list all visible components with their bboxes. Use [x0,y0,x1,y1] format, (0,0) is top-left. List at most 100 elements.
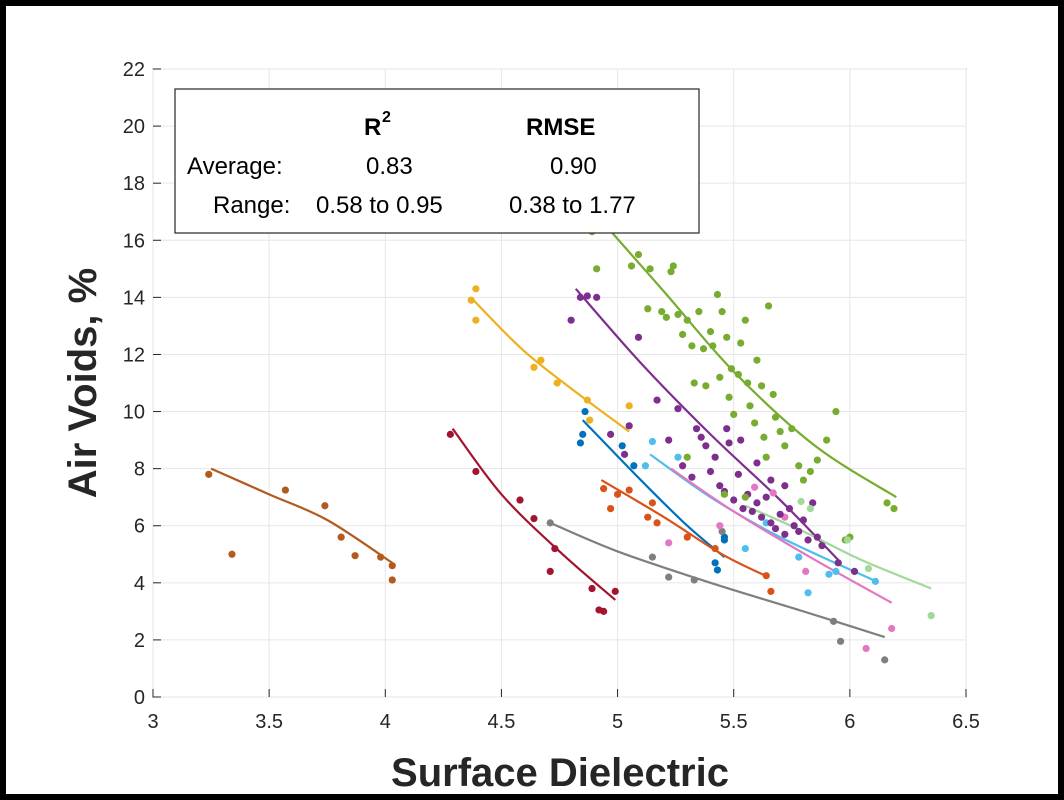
x-tick-label: 4.5 [488,711,516,733]
data-point-9 [832,407,840,416]
data-point-9 [683,453,691,461]
data-point-7 [716,522,724,530]
data-point-10 [797,497,805,506]
data-point-4 [644,513,652,521]
data-point-9 [788,425,796,433]
data-points [205,228,935,664]
data-point-6 [741,544,749,553]
data-point-0 [388,576,396,584]
data-point-4 [648,499,657,507]
data-point-8 [767,519,775,527]
data-point-8 [762,493,770,501]
data-point-9 [716,373,724,381]
data-point-9 [720,490,729,498]
data-point-9 [683,316,691,324]
data-point-8 [785,505,794,513]
data-point-6 [674,453,682,461]
data-point-8 [753,459,761,467]
fit-line-10 [744,504,932,590]
data-point-2 [472,285,480,293]
data-point-8 [804,536,812,544]
rmse-header: RMSE [526,114,595,141]
data-point-9 [725,393,733,401]
data-point-4 [607,505,615,513]
y-tick-label: 16 [123,230,145,252]
data-point-5 [690,576,698,584]
data-point-9 [764,302,773,310]
data-point-3 [630,462,638,470]
data-point-9 [709,342,717,350]
data-point-9 [674,310,682,319]
data-point-6 [871,577,880,585]
data-point-8 [850,567,859,576]
data-point-5 [546,519,554,527]
average-r2: 0.83 [366,153,413,180]
data-point-9 [723,333,731,341]
data-point-2 [625,402,633,410]
data-point-0 [388,562,396,570]
y-axis-title: Air Voids, % [61,268,105,498]
data-point-9 [688,342,696,350]
data-point-9 [776,427,784,436]
data-point-9 [634,250,643,259]
data-point-0 [281,486,290,494]
data-point-3 [711,559,719,567]
data-point-6 [648,437,657,446]
stats-box: R 2 RMSE Average: 0.83 0.90 Range: 0.58 … [174,88,700,234]
data-point-3 [720,536,729,544]
data-point-1 [546,567,554,576]
data-point-9 [883,499,891,507]
data-point-9 [744,379,752,387]
data-point-1 [588,584,596,593]
data-point-9 [741,493,749,501]
data-point-1 [530,514,538,523]
data-point-5 [718,527,726,536]
range-rmse: 0.38 to 1.77 [509,192,636,219]
data-point-2 [467,296,475,304]
data-point-9 [781,442,789,450]
data-point-8 [834,559,842,567]
data-point-0 [337,533,345,541]
data-point-9 [730,410,738,418]
data-point-9 [751,419,759,427]
data-point-7 [751,483,759,491]
data-point-4 [711,544,719,553]
data-point-8 [725,439,733,447]
data-point-1 [551,544,559,553]
data-point-10 [843,536,852,544]
data-point-1 [611,587,619,595]
x-tick-label: 5.5 [720,711,748,733]
data-point-8 [665,436,673,444]
data-point-1 [600,607,608,615]
data-point-6 [804,589,812,597]
data-point-1 [516,496,524,504]
range-r2: 0.58 to 0.95 [316,192,443,219]
data-point-8 [576,293,585,301]
fit-line-3 [581,419,726,558]
data-point-9 [795,462,803,470]
tick-labels: 3 3.5 4 4.5 5 5.5 6 6.5 0 2 4 6 8 10 12 14 16 18 20 22 [123,59,980,733]
data-point-8 [748,507,756,516]
data-point-9 [890,505,898,513]
data-point-8 [679,462,687,470]
data-point-8 [593,293,601,301]
data-point-9 [646,265,654,273]
data-point-9 [706,328,715,336]
data-point-9 [713,290,722,299]
data-point-8 [730,496,738,504]
data-point-7 [769,489,777,497]
data-point-8 [809,499,817,507]
data-point-9 [727,365,735,373]
data-point-8 [734,470,742,478]
data-point-9 [760,433,768,441]
data-point-4 [613,490,622,498]
data-point-8 [767,476,775,484]
data-point-8 [771,524,780,533]
data-point-9 [757,382,766,390]
data-point-9 [669,262,677,270]
x-tick-label: 4 [380,711,391,733]
fit-line-7 [670,467,893,604]
data-point-9 [771,413,780,421]
data-point-6 [825,570,833,578]
data-point-9 [741,316,749,324]
